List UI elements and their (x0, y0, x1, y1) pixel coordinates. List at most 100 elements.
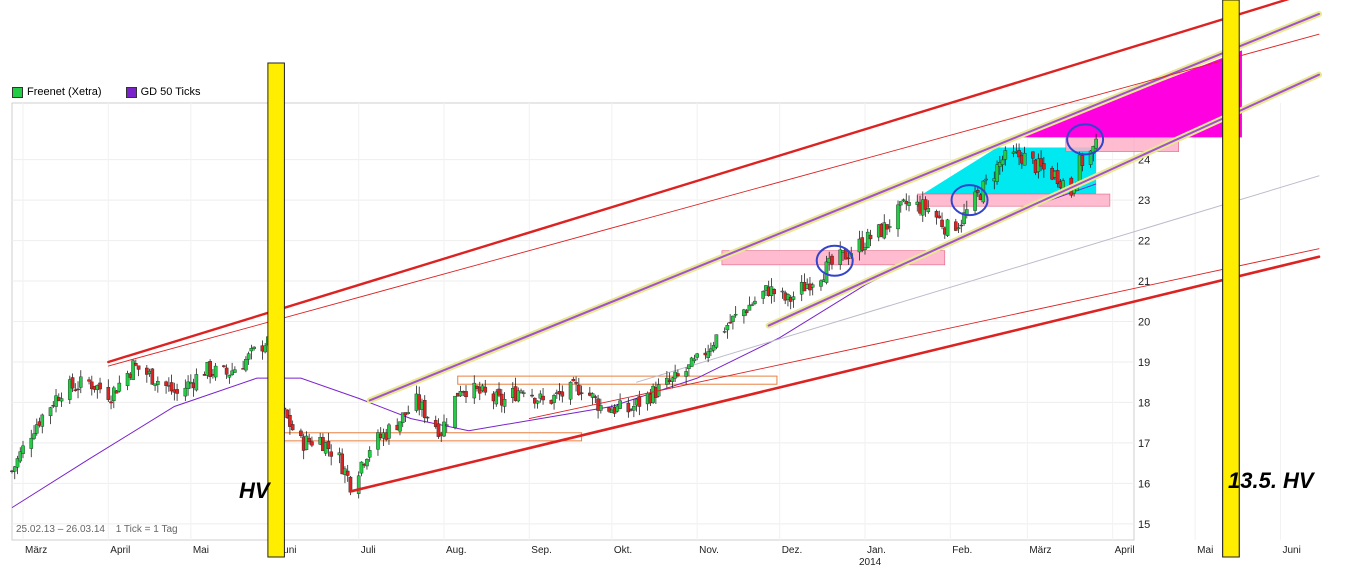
candle-body (780, 290, 785, 293)
candle-body (959, 224, 964, 227)
candle-body (519, 390, 523, 393)
candle-body (494, 391, 499, 405)
trend-upper-thin (107, 33, 1320, 367)
candle-body (670, 377, 675, 382)
hv-annotation-right: 13.5. HV (1228, 468, 1314, 493)
candle-body (290, 424, 295, 431)
candle-body (535, 400, 540, 404)
candle-body (1011, 151, 1016, 154)
breakout-circle-24 (1066, 123, 1105, 156)
candle-body (249, 347, 254, 352)
candle-body (824, 261, 829, 283)
candle-body (1017, 150, 1021, 158)
y-tick-label: 18 (1138, 397, 1150, 409)
candle-body (953, 221, 958, 231)
candle-body (676, 373, 680, 377)
candle-body (1080, 155, 1085, 166)
candle-body (552, 395, 556, 403)
y-tick-label: 19 (1138, 357, 1150, 369)
candle-body (1022, 152, 1027, 166)
legend-swatch-gd50 (125, 86, 137, 98)
candle-body (692, 358, 697, 362)
candle-body (860, 237, 865, 251)
candle-body (819, 280, 823, 287)
x-tick-label: Dez. (782, 545, 803, 556)
candle-body (125, 372, 130, 386)
candle-body (747, 304, 752, 311)
candle-body (596, 398, 600, 411)
candle-body (725, 324, 730, 331)
resistance-zone-23 (916, 193, 1111, 207)
candle-body (711, 345, 716, 351)
candle-body (898, 201, 903, 206)
candle-body (637, 396, 642, 407)
candle-body (15, 458, 20, 468)
candle-body (112, 387, 116, 401)
hv-bar-left (267, 62, 285, 558)
legend-swatch-freenet (12, 86, 23, 98)
candle-body (48, 407, 53, 417)
candle-body (29, 437, 34, 449)
y-tick-label: 23 (1138, 195, 1150, 207)
candle-body (367, 450, 372, 458)
candle-body (263, 345, 267, 353)
candle-body (387, 424, 391, 439)
candle-body (1094, 138, 1098, 149)
candle-body (1031, 151, 1035, 159)
footer-date-range: 25.02.13 – 26.03.14 (16, 524, 105, 535)
candle-body (728, 322, 732, 324)
x-tick-label: Feb. (952, 545, 972, 556)
candle-body (521, 392, 526, 394)
candle-body (246, 353, 251, 360)
y-tick-label: 21 (1138, 276, 1150, 288)
candle-body (689, 357, 694, 367)
x-tick-label: Aug. (446, 545, 467, 556)
candle-body (73, 389, 78, 391)
candle-body (516, 390, 521, 402)
candle-body (761, 290, 765, 299)
x-tick-label: April (110, 545, 130, 556)
x-tick-label: März (25, 545, 47, 556)
candle-body (307, 437, 311, 443)
candle-body (233, 369, 237, 373)
candle-body (376, 432, 380, 450)
candle-body (213, 365, 218, 378)
candle-body (791, 296, 796, 300)
candle-body (733, 313, 738, 316)
x-tick-label: April (1115, 545, 1135, 556)
candle-body (472, 382, 477, 399)
y-tick-label: 16 (1138, 478, 1150, 490)
candle-body (502, 399, 507, 407)
x-year-label: 2014 (859, 557, 882, 568)
candle-body (964, 209, 969, 215)
candle-body (868, 234, 873, 240)
candle-body (962, 212, 966, 224)
candle-body (345, 470, 350, 476)
candle-body (863, 247, 867, 250)
candle-body (976, 190, 980, 193)
candle-body (923, 199, 928, 210)
candle-body (901, 199, 906, 201)
candle-body (1055, 170, 1060, 184)
candle-body (560, 391, 565, 397)
candle-body (244, 359, 248, 371)
breakout-circle-23 (950, 184, 989, 217)
candle-body (230, 370, 234, 376)
candle-body (76, 388, 80, 391)
candle-body (59, 398, 64, 402)
candle-body (618, 400, 622, 409)
y-tick-label: 15 (1138, 519, 1150, 531)
candle-body (117, 382, 122, 392)
trend-lower-bold (349, 255, 1321, 493)
candle-body (444, 424, 449, 426)
candle-body (183, 387, 188, 397)
chart-legend: Freenet (Xetra) GD 50 Ticks (12, 86, 201, 98)
candle-body (695, 353, 699, 358)
candle-body (288, 414, 292, 427)
candle-body (78, 376, 83, 388)
x-tick-label: Sep. (531, 545, 552, 556)
candle-body (12, 466, 17, 472)
candle-body (714, 334, 719, 348)
candle-body (1000, 159, 1005, 165)
candle-body (838, 249, 843, 265)
